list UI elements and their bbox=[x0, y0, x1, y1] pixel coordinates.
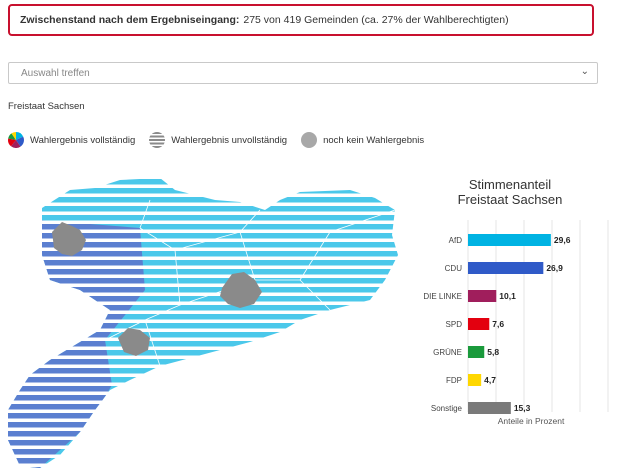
legend-label-incomplete: Wahlergebnis unvollständig bbox=[171, 134, 288, 146]
chart-category-label: DIE LINKE bbox=[423, 292, 462, 301]
chart-category-label: CDU bbox=[445, 264, 463, 273]
map-city-leipzig[interactable] bbox=[52, 222, 86, 256]
grey-circle-icon bbox=[301, 132, 318, 148]
saxony-map[interactable] bbox=[0, 170, 410, 470]
striped-circle-icon bbox=[149, 132, 166, 148]
chart-bar bbox=[468, 374, 482, 386]
status-banner-text: 275 von 419 Gemeinden (ca. 27% der Wahlb… bbox=[243, 14, 509, 26]
legend-item-incomplete: Wahlergebnis unvollständig bbox=[149, 132, 287, 148]
region-select-value: Auswahl treffen bbox=[21, 67, 90, 79]
chart-category-label: FDP bbox=[446, 376, 462, 385]
chart-category-label: Sonstige bbox=[431, 404, 463, 413]
map-city-dresden[interactable] bbox=[220, 272, 262, 308]
chart-category-label: GRÜNE bbox=[433, 348, 462, 357]
map-city-chemnitz[interactable] bbox=[118, 328, 150, 356]
chart-value-label: 29,6 bbox=[554, 235, 571, 245]
legend-item-none: noch kein Wahlergebnis bbox=[301, 132, 424, 148]
legend-item-complete: Wahlergebnis vollständig bbox=[8, 132, 135, 148]
chart-value-label: 26,9 bbox=[546, 263, 563, 273]
chart-value-label: 7,6 bbox=[492, 319, 504, 329]
district-borders bbox=[104, 199, 396, 367]
chart-bar bbox=[468, 234, 551, 246]
region-label: Freistaat Sachsen bbox=[8, 101, 85, 112]
map-legend: Wahlergebnis vollständig Wahlergebnis un… bbox=[8, 132, 438, 148]
map-region-west[interactable] bbox=[8, 178, 398, 468]
chevron-down-icon: ⌄ bbox=[580, 66, 589, 77]
chart-bar bbox=[468, 402, 511, 414]
chart-bar bbox=[468, 346, 485, 358]
chart-value-label: 4,7 bbox=[484, 375, 496, 385]
chart-value-label: 15,3 bbox=[514, 403, 531, 413]
chart-bars: AfD 29,6 CDU 26,9 DIE LINKE 10,1 SPD 7,6 GRÜNE 5,… bbox=[423, 234, 571, 414]
legend-label-none: noch kein Wahlergebnis bbox=[323, 134, 425, 146]
chart-title: Stimmenanteil Freistaat Sachsen bbox=[430, 177, 590, 207]
chart-bar bbox=[468, 318, 490, 330]
chart-bar bbox=[468, 290, 497, 302]
chart-xlabel: Anteile in Prozent bbox=[498, 416, 565, 426]
chart-bar bbox=[468, 262, 544, 274]
chart-title-line1: Stimmenanteil bbox=[468, 177, 552, 192]
chart-value-label: 10,1 bbox=[499, 291, 516, 301]
vote-share-chart: AfD 29,6 CDU 26,9 DIE LINKE 10,1 SPD 7,6 GRÜNE 5,… bbox=[423, 220, 609, 426]
chart-grid bbox=[467, 220, 609, 412]
chart-title-line2: Freistaat Sachsen bbox=[457, 192, 563, 207]
chart-category-label: AfD bbox=[449, 236, 463, 245]
region-select[interactable]: Auswahl treffen ⌄ bbox=[8, 62, 598, 84]
legend-label-complete: Wahlergebnis vollständig bbox=[30, 134, 136, 146]
pie-complete-icon bbox=[8, 132, 24, 148]
status-banner: Zwischenstand nach dem Ergebniseingang: … bbox=[8, 4, 594, 36]
status-banner-label: Zwischenstand nach dem Ergebniseingang: bbox=[20, 14, 240, 26]
chart-category-label: SPD bbox=[446, 320, 463, 329]
chart-value-label: 5,8 bbox=[487, 347, 499, 357]
